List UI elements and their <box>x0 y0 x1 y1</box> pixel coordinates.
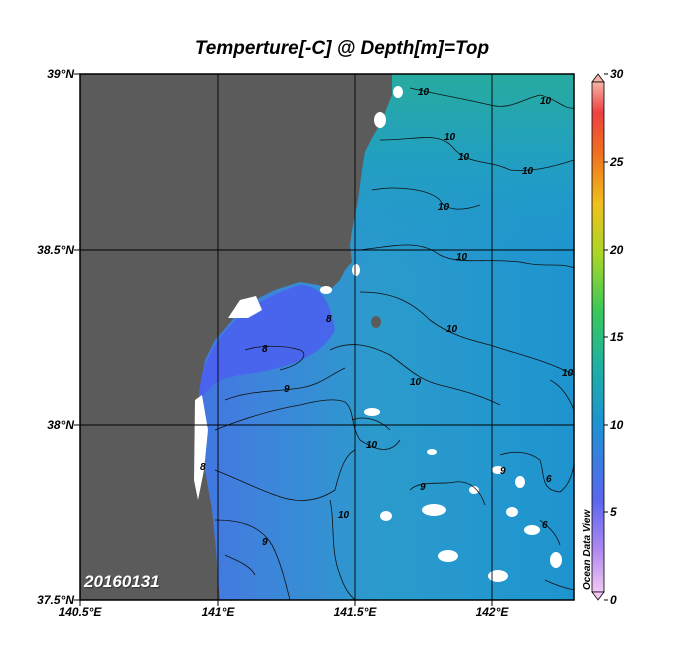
colorbar-tick-25: 25 <box>610 155 624 169</box>
map-frame <box>79 73 575 601</box>
contour-label: 6 <box>542 520 548 531</box>
land <box>80 74 392 600</box>
missing-data-patch <box>393 86 403 98</box>
colorbar-tick-20: 20 <box>610 243 624 257</box>
missing-data-patch <box>488 570 508 582</box>
missing-data-patch <box>320 286 332 294</box>
contour-label: 9 <box>284 384 290 395</box>
date-label: 20160131 <box>84 572 160 591</box>
missing-data-patch <box>194 395 208 500</box>
contour-label: 10 <box>522 166 534 177</box>
contour-label: 10 <box>438 202 450 213</box>
map-title: Temperture[-C] @ Depth[m]=Top <box>194 38 490 59</box>
missing-data-patch <box>380 511 392 521</box>
lon-label-140-5e: 140.5°E <box>58 605 102 619</box>
missing-data-patch <box>469 486 479 494</box>
missing-data-patch <box>438 550 458 562</box>
contour-label: 10 <box>540 96 552 107</box>
contour-label: 8 <box>326 314 332 325</box>
lon-label-141-5e: 141.5°E <box>333 605 377 619</box>
missing-data-patch <box>352 264 360 276</box>
missing-data-patch <box>371 316 381 328</box>
colorbar-tick-5: 5 <box>610 505 617 519</box>
missing-data-patch <box>492 466 504 474</box>
contour-label: 10 <box>338 510 350 521</box>
colorbar-tick-10: 10 <box>610 418 624 432</box>
colorbar <box>591 73 608 601</box>
contour-label: 10 <box>458 152 470 163</box>
frame-ticks <box>74 73 493 606</box>
sea-warm-north <box>355 74 574 274</box>
missing-data-patch <box>550 552 562 568</box>
contour-label: 10 <box>410 377 422 388</box>
contour-label: 9 <box>420 482 426 493</box>
lon-label-141e: 141°E <box>201 605 235 619</box>
lat-label-39n: 39°N <box>47 67 74 81</box>
missing-data-patch <box>364 408 380 416</box>
lat-label-38-5n: 38.5°N <box>37 243 74 257</box>
lat-label-38n: 38°N <box>47 418 74 432</box>
colorbar-tick-30: 30 <box>610 67 624 81</box>
cold-coastal-water <box>200 285 335 400</box>
lat-label-37-5n: 37.5°N <box>37 593 74 607</box>
contour-label: 10 <box>418 87 430 98</box>
contour-label: 8 <box>200 462 206 473</box>
contour-label: 10 <box>366 440 378 451</box>
contour-label: 10 <box>444 132 456 143</box>
odv-watermark: Ocean Data View <box>582 509 593 590</box>
contour-label: 10 <box>456 252 468 263</box>
contour-label-group: 10 10 10 10 10 10 10 10 10 10 10 10 9 9 … <box>200 87 574 548</box>
missing-data-patch <box>427 449 437 455</box>
contour-label: 9 <box>262 537 268 548</box>
contour-label: 9 <box>500 466 506 477</box>
gridlines <box>80 74 574 600</box>
missing-data-patch <box>524 525 540 535</box>
contour-label: 10 <box>446 324 458 335</box>
colorbar-tick-15: 15 <box>610 330 624 344</box>
contour-lines <box>214 87 574 600</box>
lon-label-142e: 142°E <box>475 605 509 619</box>
missing-data-patch <box>515 476 525 488</box>
contour-label: 6 <box>546 474 552 485</box>
contour-label: 10 <box>562 368 574 379</box>
missing-data-patch <box>506 507 518 517</box>
missing-data-patch <box>374 112 386 128</box>
contour-label: 8 <box>262 344 268 355</box>
missing-data-patch <box>228 296 262 318</box>
colorbar-tick-0: 0 <box>610 593 617 607</box>
missing-data-patch <box>422 504 446 516</box>
